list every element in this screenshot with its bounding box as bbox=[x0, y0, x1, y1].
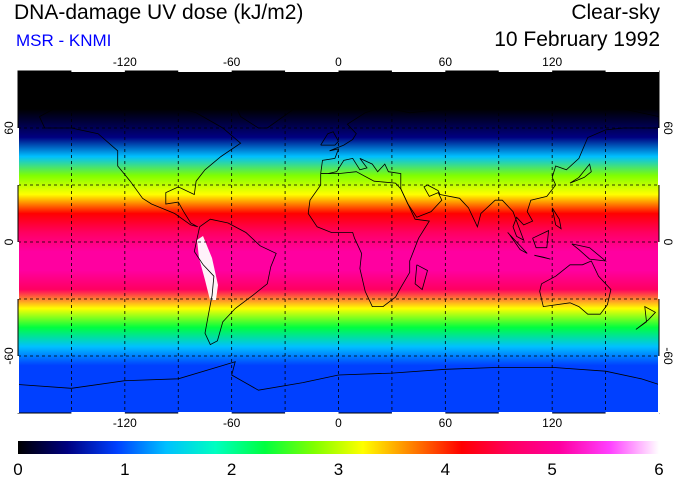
coastline bbox=[39, 104, 242, 228]
lat-labels-left: 60 0 -60 bbox=[2, 121, 16, 365]
lon-tick-label: 120 bbox=[542, 55, 562, 69]
frame-tick bbox=[16, 356, 19, 413]
frame-tick bbox=[71, 412, 125, 415]
frame-tick bbox=[16, 128, 19, 185]
frame-tick bbox=[178, 69, 232, 72]
colorbar-label: 0 bbox=[13, 460, 22, 479]
frame-tick bbox=[658, 128, 661, 185]
frame-tick bbox=[391, 412, 446, 415]
coastlines bbox=[18, 83, 659, 391]
lon-tick-label: 0 bbox=[335, 416, 342, 430]
colorbar bbox=[18, 441, 659, 454]
lon-tick-label: 60 bbox=[439, 416, 453, 430]
sky-condition-label: Clear-sky bbox=[571, 1, 660, 24]
lon-tick-label: -60 bbox=[223, 55, 241, 69]
frame-tick bbox=[391, 69, 446, 72]
lat-labels-right: 60 0 -60 bbox=[661, 121, 675, 365]
frame-tick bbox=[658, 356, 661, 413]
graticule bbox=[18, 71, 659, 413]
coastline bbox=[569, 163, 592, 184]
frame-tick bbox=[16, 242, 19, 299]
colorbar-label: 3 bbox=[334, 460, 343, 479]
coastline bbox=[307, 171, 430, 307]
colorbar-label: 1 bbox=[120, 460, 129, 479]
lon-tick-label: -60 bbox=[223, 416, 241, 430]
frame-tick bbox=[605, 69, 659, 72]
coastline bbox=[414, 264, 428, 291]
lon-labels-top: -120 -60 0 60 120 bbox=[113, 55, 563, 69]
frame-tick bbox=[498, 412, 553, 415]
lon-tick-label: 120 bbox=[542, 416, 562, 430]
lon-tick-label: -120 bbox=[113, 55, 137, 69]
map-title: DNA-damage UV dose (kJ/m2) bbox=[14, 1, 304, 24]
coastline bbox=[320, 95, 659, 241]
lat-tick-label: -60 bbox=[661, 347, 675, 365]
frame-tick bbox=[178, 412, 232, 415]
coastline bbox=[507, 232, 528, 254]
lat-tick-label: 0 bbox=[2, 238, 16, 245]
lon-tick-label: 60 bbox=[439, 55, 453, 69]
lat-tick-label: 60 bbox=[2, 121, 16, 135]
colorbar-label: 6 bbox=[654, 460, 663, 479]
date-label: 10 February 1992 bbox=[494, 28, 660, 51]
colorbar-label: 5 bbox=[547, 460, 556, 479]
coastline bbox=[213, 83, 304, 129]
lon-labels-bottom: -120 -60 0 60 120 bbox=[113, 416, 563, 430]
source-label: MSR - KNMI bbox=[16, 31, 112, 50]
coastline bbox=[193, 218, 277, 346]
colorbar-labels: 0 1 2 3 4 5 6 bbox=[13, 460, 663, 479]
colorbar-label: 2 bbox=[227, 460, 236, 479]
lon-tick-label: -120 bbox=[113, 416, 137, 430]
lat-tick-label: 60 bbox=[661, 121, 675, 135]
frame-ticks bbox=[16, 69, 661, 415]
coastline bbox=[320, 131, 339, 146]
coastline bbox=[551, 207, 562, 230]
coastline bbox=[635, 305, 657, 330]
lon-tick-label: 0 bbox=[335, 55, 342, 69]
colorbar-label: 4 bbox=[441, 460, 450, 479]
frame-tick bbox=[285, 69, 339, 72]
frame-tick bbox=[285, 412, 339, 415]
lat-tick-label: -60 bbox=[2, 347, 16, 365]
coastline bbox=[534, 254, 551, 260]
andes-high-dose-streak bbox=[197, 236, 218, 300]
coastline bbox=[532, 229, 550, 249]
coastline bbox=[571, 243, 607, 262]
frame-tick bbox=[498, 69, 553, 72]
frame-tick bbox=[658, 242, 661, 299]
coastline bbox=[18, 361, 659, 391]
frame-tick bbox=[71, 69, 125, 72]
lat-tick-label: 0 bbox=[661, 239, 675, 246]
frame-tick bbox=[605, 412, 659, 415]
